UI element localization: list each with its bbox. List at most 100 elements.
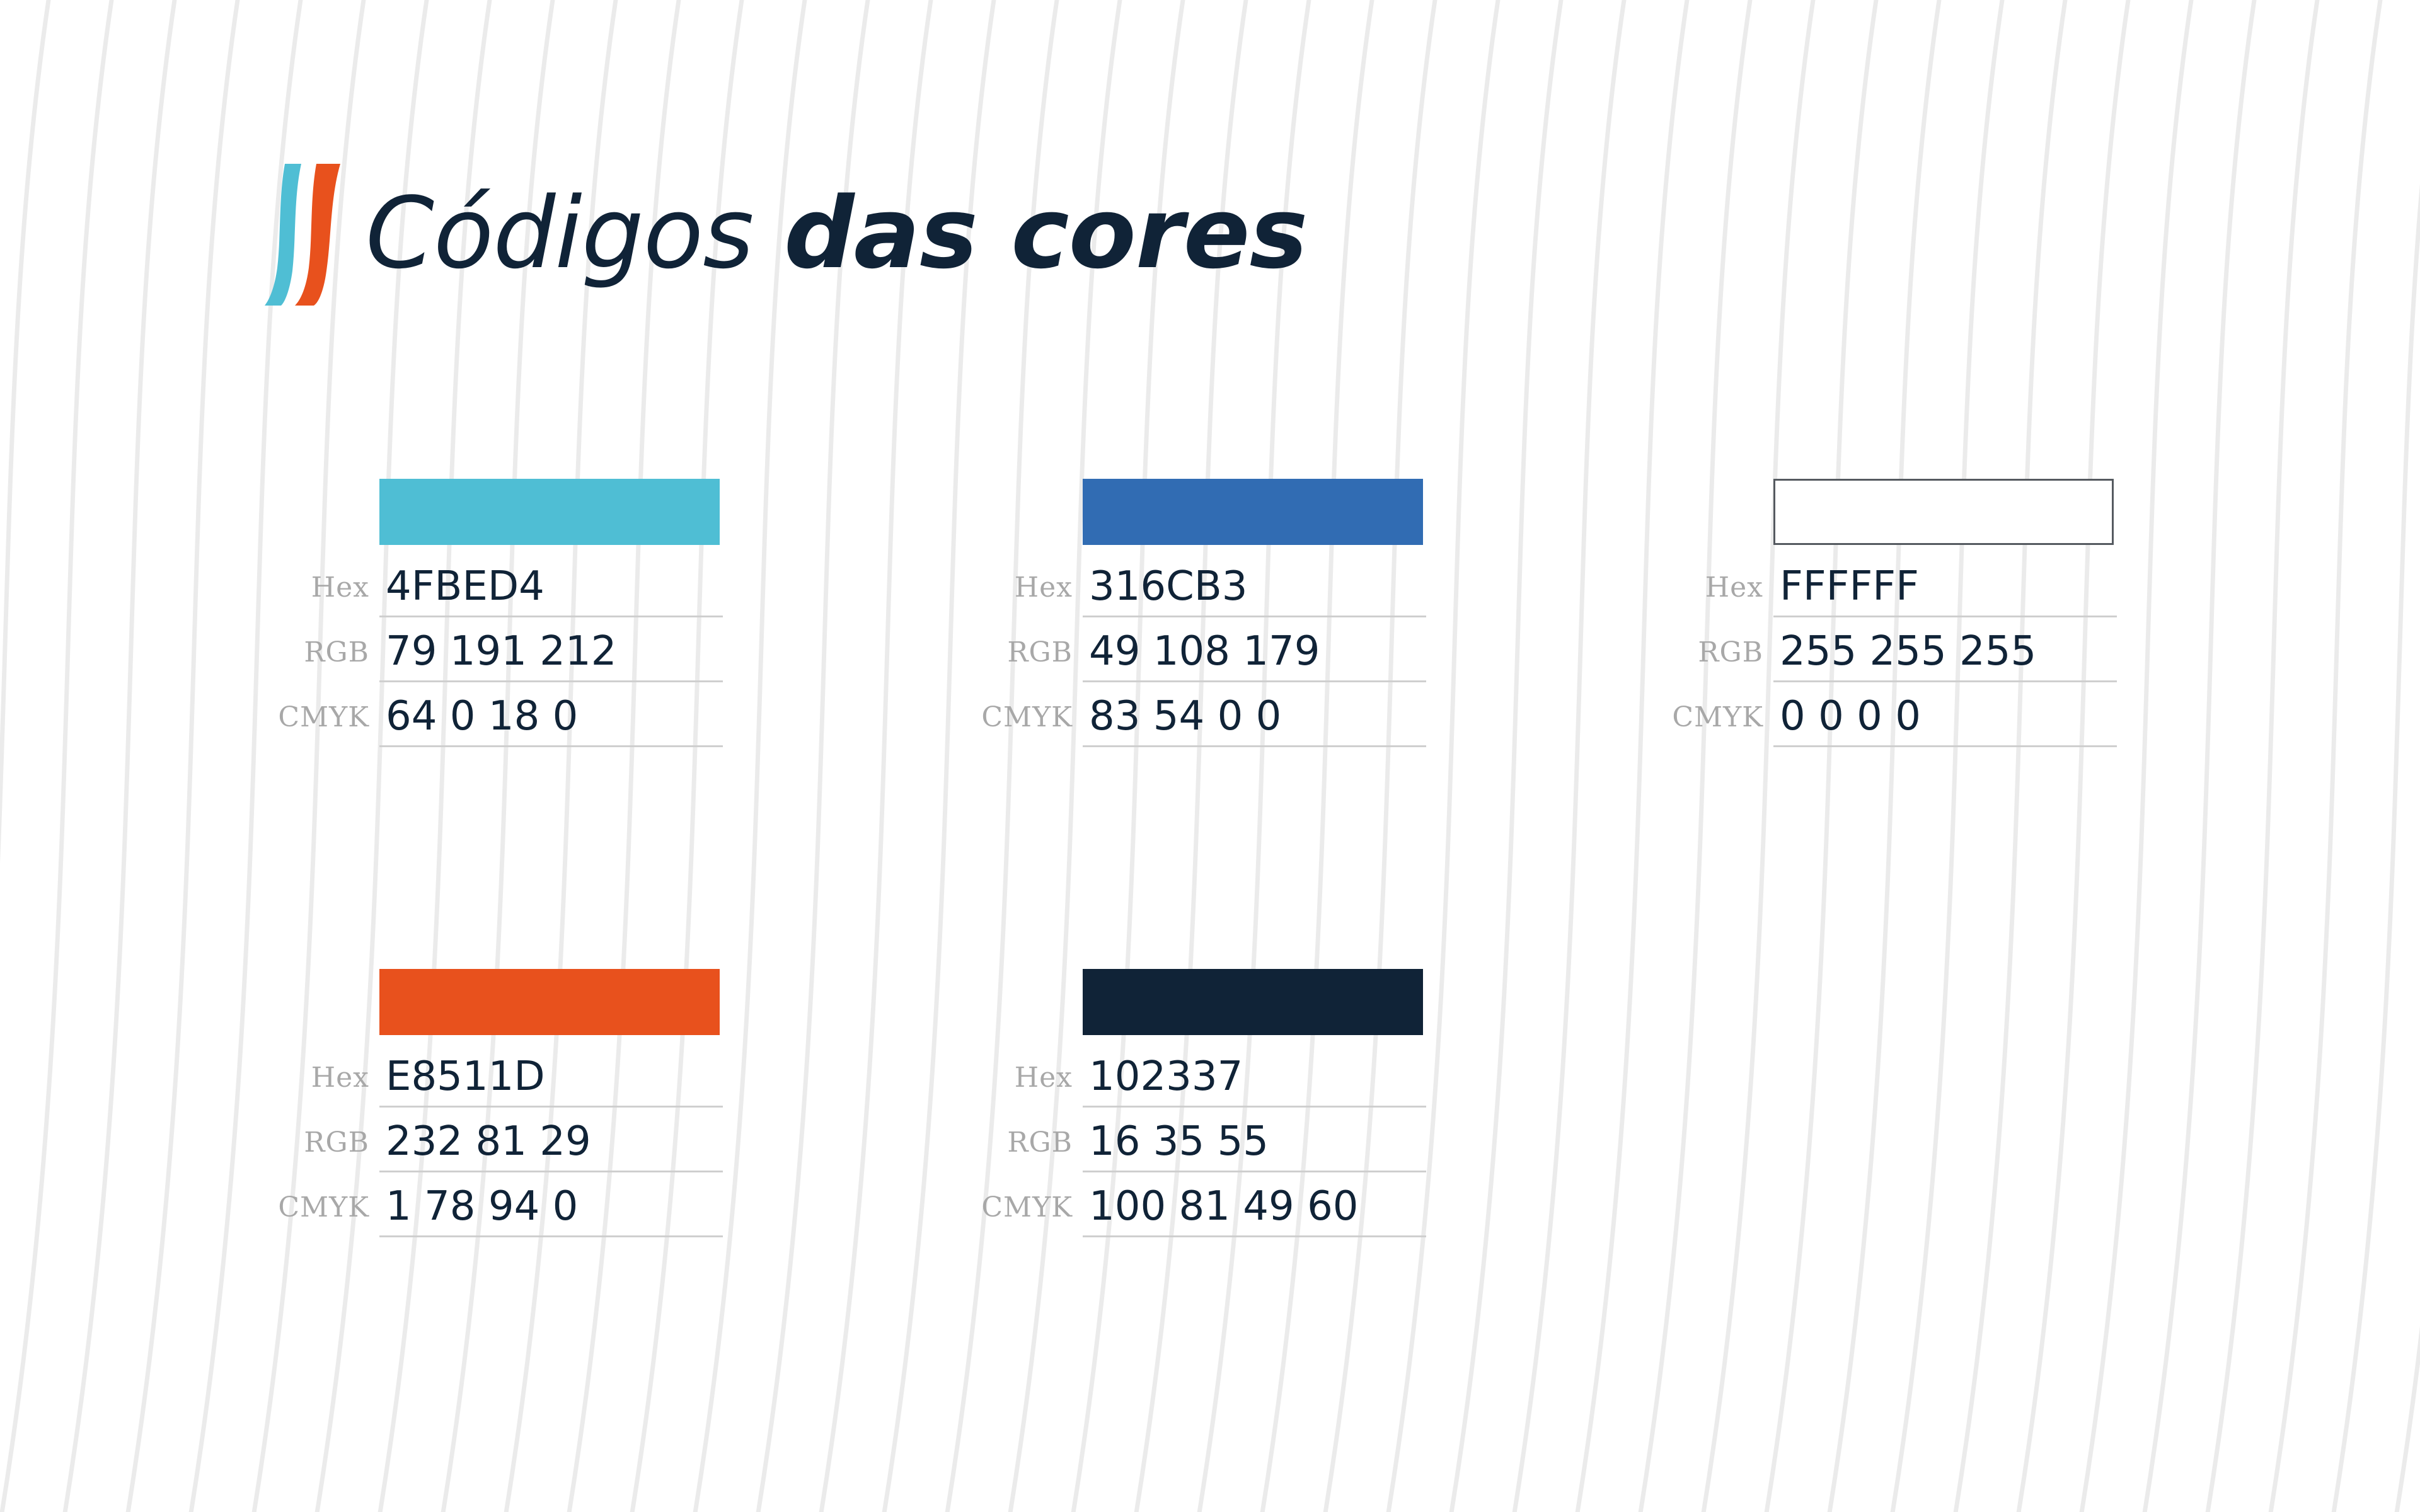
hex-label: Hex — [311, 571, 369, 604]
background-stripe — [2331, 183, 2420, 1512]
background-stripe — [377, 0, 492, 1512]
row-divider — [1083, 1171, 1426, 1172]
background-stripe — [2016, 0, 2131, 1512]
cmyk-value: 1 78 94 0 — [386, 1183, 579, 1230]
cmyk-value: 64 0 18 0 — [386, 693, 579, 740]
background-stripe — [693, 0, 807, 1512]
hex-row: Hex FFFFFF — [1671, 553, 2150, 617]
rgb-row: RGB 49 108 179 — [981, 617, 1460, 682]
rgb-value: 49 108 179 — [1089, 628, 1320, 675]
background-stripe — [2268, 0, 2383, 1512]
row-divider — [379, 680, 723, 682]
rgb-value: 255 255 255 — [1780, 628, 2037, 675]
row-divider — [379, 1171, 723, 1172]
logo-stripe-cyan — [265, 164, 301, 306]
background-stripe — [819, 0, 933, 1512]
color-bar-blue — [1083, 479, 1423, 545]
page-title: Códigos das cores — [366, 170, 1308, 296]
row-divider — [1773, 616, 2117, 617]
hex-row: Hex 102337 — [981, 1043, 1460, 1108]
background-stripe — [2205, 0, 2320, 1512]
cmyk-label: CMYK — [278, 1191, 369, 1223]
background-stripe — [1260, 0, 1374, 1512]
cmyk-value: 83 54 0 0 — [1089, 693, 1282, 740]
background-stripe — [0, 0, 114, 1512]
background-stripe — [441, 0, 555, 1512]
rgb-label: RGB — [1007, 636, 1073, 668]
background-stripe — [1386, 0, 1501, 1512]
background-stripe — [630, 0, 744, 1512]
background-stripe — [251, 0, 366, 1512]
color-swatch-cyan: Hex 4FBED4 RGB 79 191 212 CMYK 64 0 18 0 — [277, 479, 756, 794]
cmyk-row: CMYK 64 0 18 0 — [277, 682, 756, 747]
cmyk-row: CMYK 0 0 0 0 — [1671, 682, 2150, 747]
row-divider — [379, 1106, 723, 1108]
rgb-label: RGB — [1698, 636, 1763, 668]
background-stripe — [0, 0, 51, 864]
hex-value: 316CB3 — [1089, 563, 1248, 610]
row-divider — [1773, 680, 2117, 682]
background-stripe — [1134, 0, 1248, 1512]
background-stripe — [1764, 0, 1879, 1512]
background-stripe — [882, 0, 996, 1512]
rgb-value: 79 191 212 — [386, 628, 617, 675]
background-stripe — [2079, 0, 2194, 1512]
cmyk-label: CMYK — [278, 701, 369, 733]
hex-value: FFFFFF — [1780, 563, 1919, 610]
hex-value: E8511D — [386, 1053, 545, 1100]
cmyk-row: CMYK 1 78 94 0 — [277, 1172, 756, 1237]
page-title-light: Códigos — [366, 176, 754, 290]
cmyk-value: 100 81 49 60 — [1089, 1183, 1359, 1230]
row-divider — [1083, 680, 1426, 682]
color-swatch-navy: Hex 102337 RGB 16 35 55 CMYK 100 81 49 60 — [981, 969, 1460, 1284]
rgb-value: 232 81 29 — [386, 1118, 591, 1165]
cmyk-row: CMYK 83 54 0 0 — [981, 682, 1460, 747]
background-stripe — [1323, 0, 1438, 1512]
background-stripe — [1953, 0, 2068, 1512]
hex-row: Hex 4FBED4 — [277, 553, 756, 617]
color-swatch-orange: Hex E8511D RGB 232 81 29 CMYK 1 78 94 0 — [277, 969, 756, 1284]
color-bar-white — [1773, 479, 2114, 545]
cmyk-label: CMYK — [981, 701, 1073, 733]
background-stripe — [945, 0, 1059, 1512]
brand-logo-mark — [265, 164, 340, 306]
rgb-value: 16 35 55 — [1089, 1118, 1269, 1165]
background-stripe — [1890, 0, 2005, 1512]
hex-label: Hex — [311, 1062, 369, 1094]
cmyk-row: CMYK 100 81 49 60 — [981, 1172, 1460, 1237]
hex-value: 102337 — [1089, 1053, 1243, 1100]
background-stripe — [1575, 0, 1690, 1512]
logo-stripe-orange — [295, 164, 340, 306]
cmyk-value: 0 0 0 0 — [1780, 693, 1921, 740]
background-stripe — [188, 0, 303, 1512]
rgb-row: RGB 232 81 29 — [277, 1108, 756, 1172]
row-divider — [1083, 1106, 1426, 1108]
rgb-label: RGB — [1007, 1126, 1073, 1159]
rgb-row: RGB 255 255 255 — [1671, 617, 2150, 682]
background-stripe — [125, 0, 240, 1512]
background-stripe — [504, 0, 618, 1512]
hex-label: Hex — [1014, 1062, 1073, 1094]
rgb-label: RGB — [304, 636, 369, 668]
background-stripe — [756, 0, 870, 1512]
background-stripe — [1449, 0, 1564, 1512]
row-divider — [1773, 745, 2117, 747]
background-stripe — [1827, 0, 1942, 1512]
hex-row: Hex E8511D — [277, 1043, 756, 1108]
background-stripe — [2142, 0, 2257, 1512]
hex-label: Hex — [1705, 571, 1763, 604]
hex-row: Hex 316CB3 — [981, 553, 1460, 617]
background-stripe — [567, 0, 681, 1512]
page-title-bold: das cores — [784, 176, 1308, 290]
background-stripe — [62, 0, 177, 1512]
row-divider — [1083, 1235, 1426, 1237]
background-stripe — [1638, 0, 1753, 1512]
color-bar-navy — [1083, 969, 1423, 1035]
row-divider — [379, 616, 723, 617]
hex-label: Hex — [1014, 571, 1073, 604]
background-stripe — [1512, 0, 1627, 1512]
row-divider — [1083, 745, 1426, 747]
cmyk-label: CMYK — [1672, 701, 1763, 733]
rgb-label: RGB — [304, 1126, 369, 1159]
